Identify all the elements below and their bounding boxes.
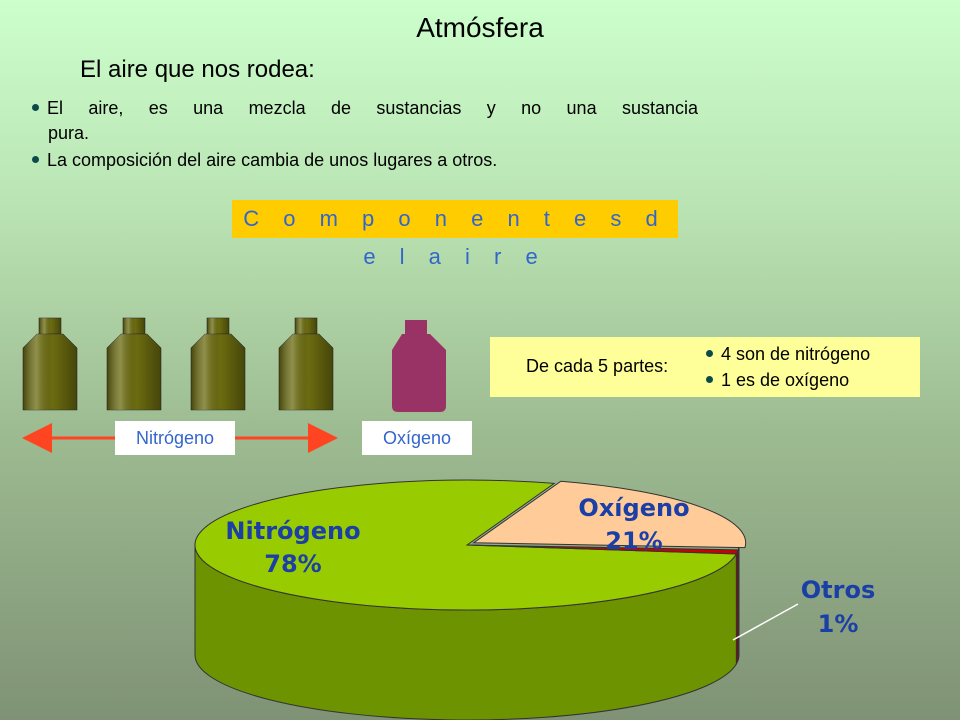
nitrogen-bottle-icon xyxy=(106,317,162,411)
pie-slice-oxygen xyxy=(472,480,747,549)
bullet-dot-icon xyxy=(706,375,713,383)
page-title: Atmósfera xyxy=(416,12,544,43)
bullet-text: La composición del aire cambia de unos l… xyxy=(47,150,498,170)
bullet-item-1: El aire, es una mezcla de sustancias y n… xyxy=(32,98,698,119)
pie-labels: Nitrógeno 78% Oxígeno 21% Otros 1% xyxy=(225,494,875,641)
parts-item-oxygen: 1 es de oxígeno xyxy=(706,370,849,391)
pie-label-oxygen-value: 21% xyxy=(605,527,662,555)
nitrogen-bottle-icon xyxy=(190,317,246,411)
parts-item-nitrogen: 4 son de nitrógeno xyxy=(706,344,870,365)
components-banner: C o m p o n e n t e s d e l a i r e xyxy=(232,200,678,269)
oxygen-bottle-icon xyxy=(392,320,446,412)
bullet-dot-icon xyxy=(706,349,713,357)
pie-slice-nitrogen xyxy=(194,479,738,611)
bullet-item-1-continuation: pura. xyxy=(48,123,90,143)
pie-label-otros-name: Otros xyxy=(801,576,875,604)
bullet-dot-icon xyxy=(32,103,39,111)
nitrogen-bottles xyxy=(22,317,334,411)
parts-item-text: 4 son de nitrógeno xyxy=(721,344,871,364)
nitrogen-bottle-icon xyxy=(278,317,334,411)
oxygen-label: Oxígeno xyxy=(362,421,472,455)
pie-slice-otros xyxy=(466,544,739,555)
pie-label-nitrogen-name: Nitrógeno xyxy=(225,517,360,545)
nitrogen-bottle-icon xyxy=(22,317,78,411)
subtitle: El aire que nos rodea: xyxy=(80,56,315,83)
pie-chart xyxy=(194,479,747,720)
bullet-text: El aire, es una mezcla de sustancias y n… xyxy=(47,98,698,118)
pie-label-otros-value: 1% xyxy=(818,610,859,638)
otros-leader-line xyxy=(732,603,799,641)
pie-label-oxygen-name: Oxígeno xyxy=(578,494,689,522)
bullet-item-2: La composición del aire cambia de unos l… xyxy=(32,150,497,171)
bullet-dot-icon xyxy=(32,155,39,163)
pie-label-nitrogen-value: 78% xyxy=(264,550,321,578)
oxygen-bottle xyxy=(392,320,446,412)
pie-slice-oxygen-group xyxy=(472,480,747,549)
parts-box xyxy=(490,337,920,397)
parts-item-text: 1 es de oxígeno xyxy=(721,370,850,390)
parts-label: De cada 5 partes: xyxy=(526,356,669,376)
nitrogen-label: Nitrógeno xyxy=(115,421,235,455)
